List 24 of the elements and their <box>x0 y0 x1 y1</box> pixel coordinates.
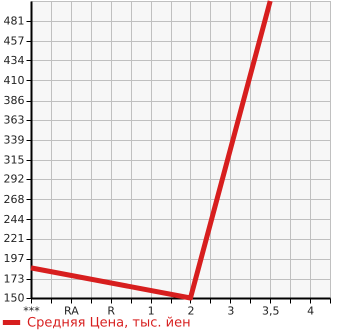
y-tick-label: 173 <box>4 272 24 286</box>
x-tick-label: 2 <box>187 304 194 318</box>
x-tick-label: *** <box>23 304 40 318</box>
y-tick-label: 244 <box>4 212 24 226</box>
x-tick-label: RA <box>64 304 80 318</box>
y-tick-label: 434 <box>4 54 24 67</box>
x-tick-label: R <box>107 304 116 318</box>
y-tick-label: 481 <box>4 14 24 28</box>
y-tick-label: 221 <box>4 232 24 246</box>
y-tick-label: 457 <box>4 34 24 48</box>
y-tick-label: 410 <box>4 74 24 87</box>
x-tick-label: 3 <box>227 304 234 318</box>
x-tick-label: 3,5 <box>262 304 280 318</box>
y-tick-label: 268 <box>4 192 24 206</box>
y-tick-label: 386 <box>4 94 24 108</box>
x-tick-label: 4 <box>307 304 314 318</box>
y-tick-label: 197 <box>4 252 24 266</box>
y-tick-label: 315 <box>4 153 24 166</box>
legend-label: Средняя Цена, тыс. йен <box>27 316 191 330</box>
x-tick-label: 1 <box>148 304 155 318</box>
y-tick-label: 292 <box>4 172 24 186</box>
y-tick-label: 339 <box>4 133 24 146</box>
y-tick-label: 363 <box>4 113 24 126</box>
y-tick-label: 150 <box>4 292 24 304</box>
